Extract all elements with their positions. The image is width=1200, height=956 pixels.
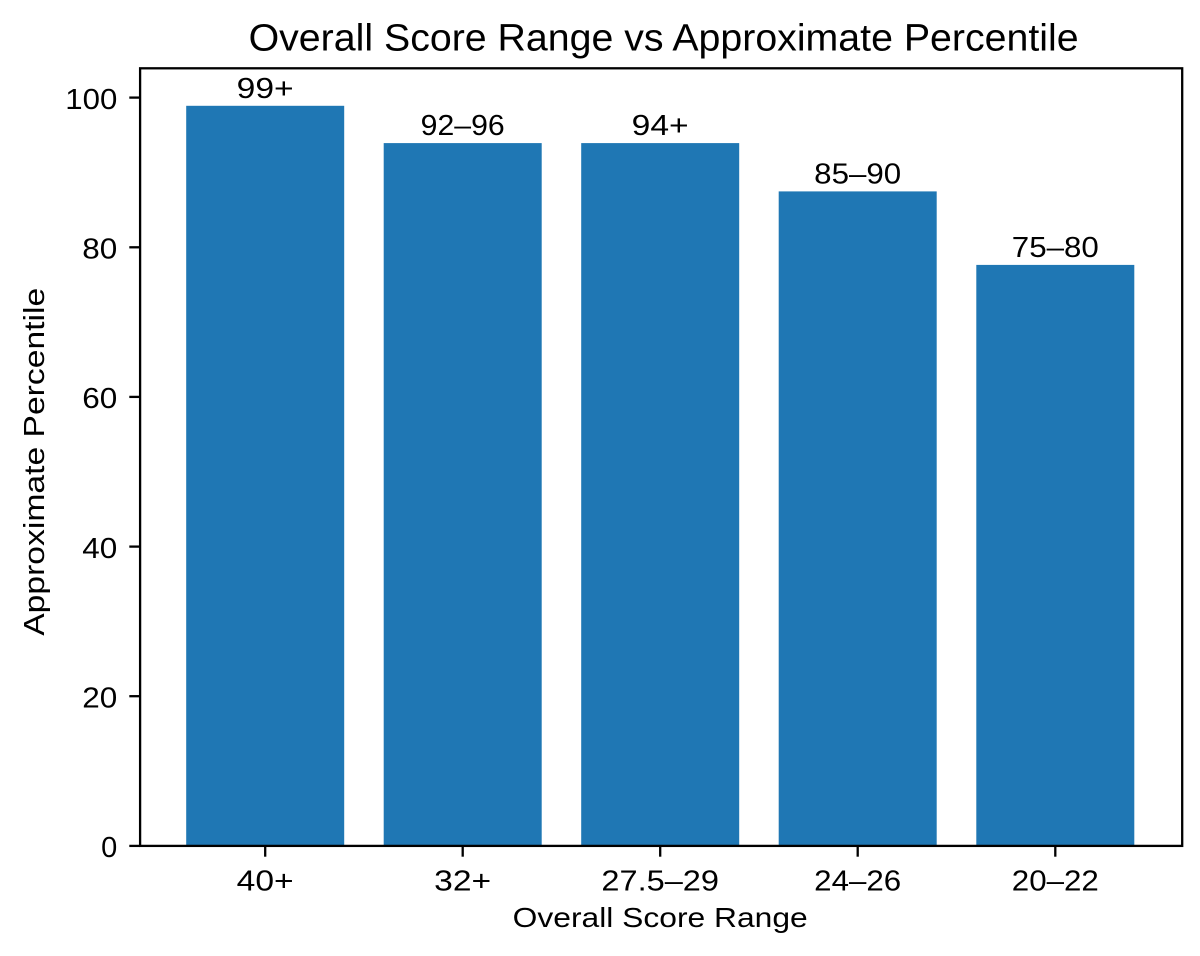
svg-text:40: 40 — [82, 533, 117, 565]
svg-text:Approximate Percentile: Approximate Percentile — [19, 288, 51, 636]
svg-text:92–96: 92–96 — [421, 110, 505, 142]
svg-text:20: 20 — [82, 683, 117, 715]
svg-text:75–80: 75–80 — [1012, 232, 1099, 264]
svg-text:32+: 32+ — [434, 866, 491, 898]
svg-text:Overall Score Range: Overall Score Range — [513, 902, 808, 933]
svg-text:20–22: 20–22 — [1012, 866, 1099, 898]
svg-text:85–90: 85–90 — [814, 158, 901, 190]
svg-text:0: 0 — [101, 832, 117, 864]
svg-text:99+: 99+ — [237, 73, 294, 105]
svg-text:94+: 94+ — [632, 110, 689, 142]
svg-text:Overall Score Range vs Approxi: Overall Score Range vs Approximate Perce… — [249, 18, 1079, 60]
svg-text:24–26: 24–26 — [814, 866, 901, 898]
svg-text:27.5–29: 27.5–29 — [601, 866, 719, 898]
svg-text:40+: 40+ — [237, 866, 294, 898]
svg-text:80: 80 — [82, 234, 117, 266]
svg-text:60: 60 — [82, 383, 117, 415]
svg-text:100: 100 — [65, 84, 117, 116]
